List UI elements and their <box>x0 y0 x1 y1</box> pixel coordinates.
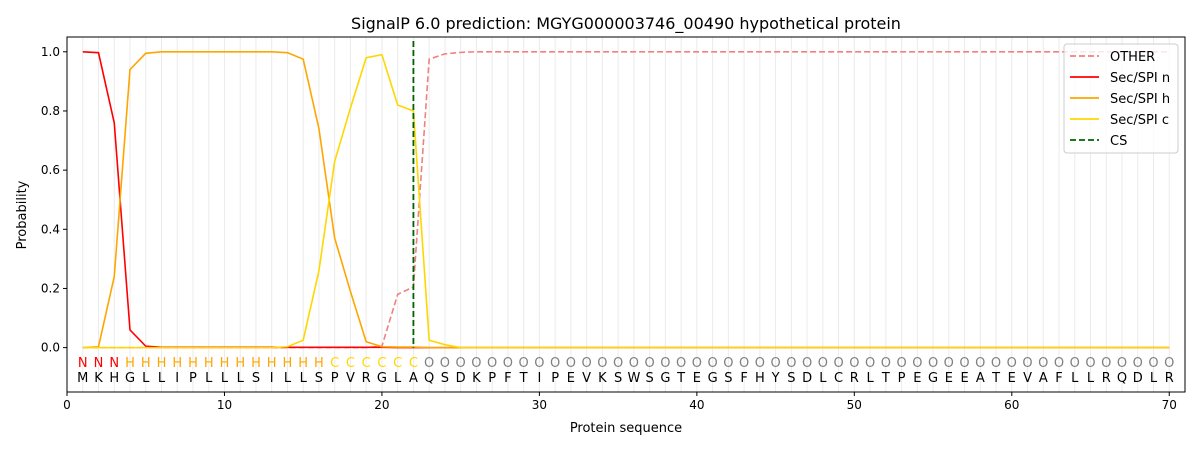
x-tick-label: 0 <box>63 398 71 412</box>
series-line-sec-spi-c <box>82 53 1170 349</box>
x-tick-label: 50 <box>847 398 862 412</box>
x-tick-label: 10 <box>217 398 232 412</box>
legend: OTHER Sec/SPI n Sec/SPI h Sec/SPI c CS <box>1063 43 1179 154</box>
grid-lines <box>82 37 1170 392</box>
y-axis-label: Probability <box>15 180 30 249</box>
series-line-sec-spi-n <box>82 50 1170 349</box>
legend-label: Sec/SPI n <box>1110 71 1170 86</box>
y-tick-label: 0.6 <box>41 163 60 177</box>
series-line-other <box>82 50 1170 349</box>
plot-frame <box>66 36 1186 393</box>
chart-title: SignalP 6.0 prediction: MGYG000003746_00… <box>351 14 901 34</box>
y-tick-label: 0.8 <box>41 104 60 118</box>
x-tick-label: 70 <box>1162 398 1177 412</box>
x-tick-label: 30 <box>532 398 547 412</box>
series-lines <box>82 41 1170 349</box>
legend-label: Sec/SPI h <box>1110 92 1170 107</box>
legend-label: OTHER <box>1110 50 1155 65</box>
x-tick-label: 40 <box>689 398 704 412</box>
y-tick-label: 0.0 <box>41 341 60 355</box>
series-line-sec-spi-h <box>82 50 1170 349</box>
legend-label: CS <box>1110 134 1127 149</box>
axis-ticks: 0 10 20 30 40 50 60 70 0.0 0.2 0.4 0.6 0.8 1.0 <box>41 45 1177 412</box>
y-tick-label: 1.0 <box>41 45 60 59</box>
legend-label: Sec/SPI c <box>1110 113 1169 128</box>
x-tick-label: 20 <box>374 398 389 412</box>
y-tick-label: 0.4 <box>41 222 60 236</box>
state-labels: NNNHHHHHHHHHHHHHCCCCCCOOOOOOOOOOOOOOOOOO… <box>78 356 1174 371</box>
y-tick-label: 0.2 <box>41 281 60 295</box>
sequence-residues: MKHGLLIPLLLSILLSPVRGLAQSDKPFTIPEVKSWSGTE… <box>77 371 1174 386</box>
legend-box <box>1063 43 1179 154</box>
x-tick-label: 60 <box>1004 398 1019 412</box>
x-axis-label: Protein sequence <box>570 421 682 436</box>
